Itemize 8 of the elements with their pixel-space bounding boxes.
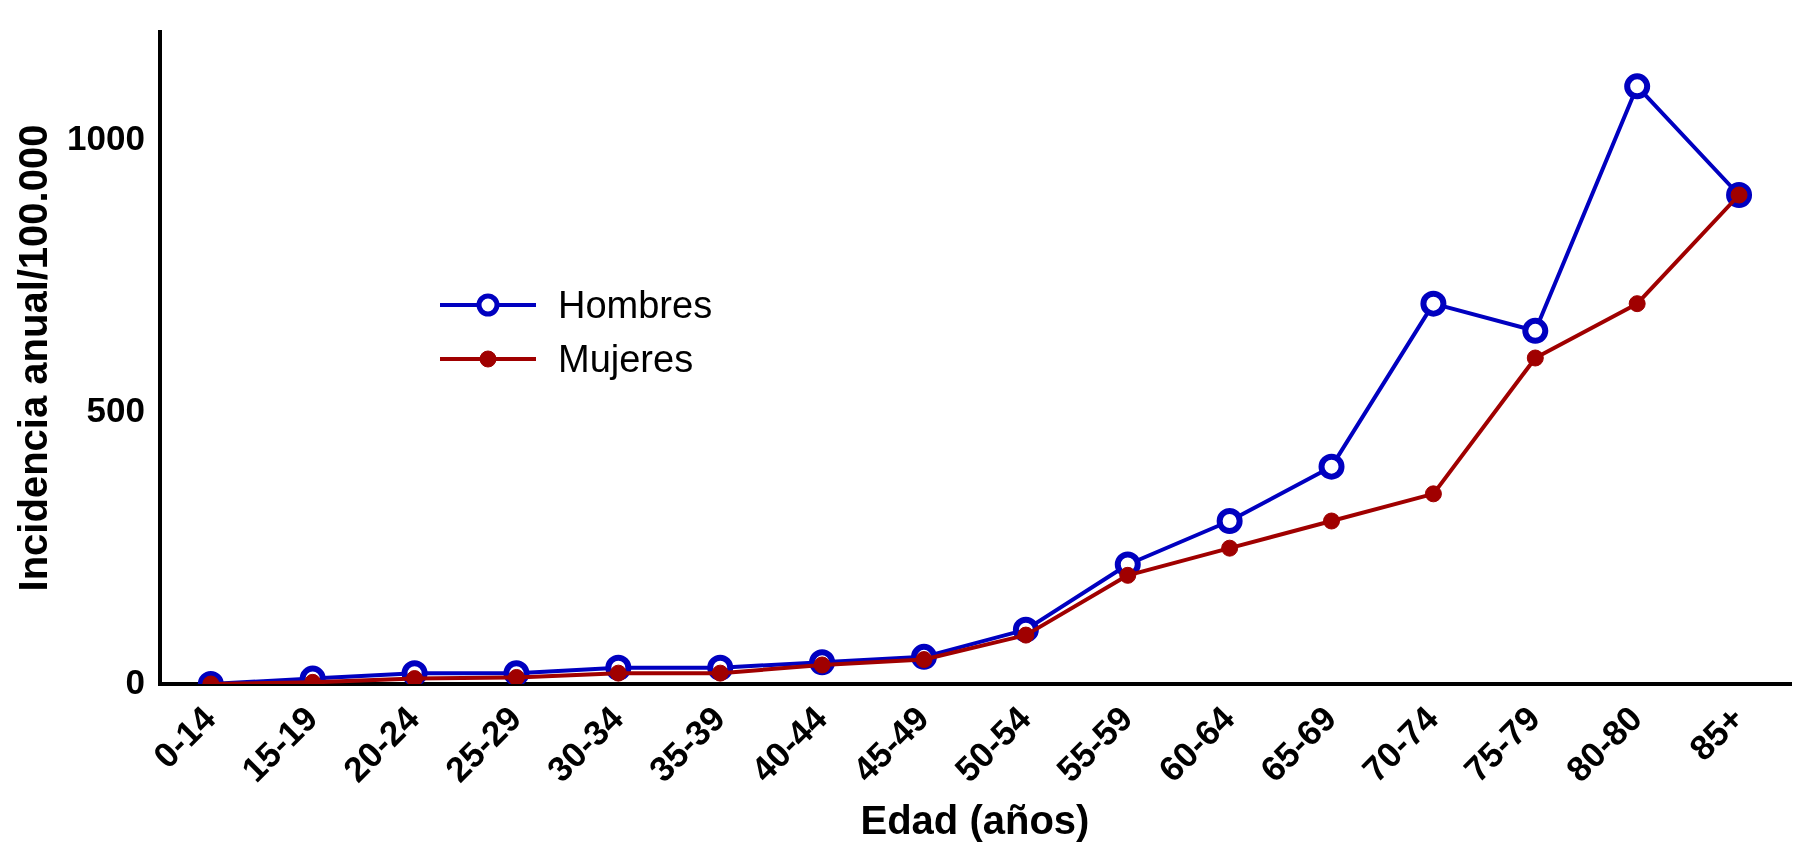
y-tick-label: 500	[86, 389, 145, 429]
y-tick-label: 1000	[66, 118, 145, 158]
y-axis-title: Incidencia anual/100.000	[11, 124, 56, 592]
y-tick-label: 0	[125, 661, 145, 701]
x-axis-title: Edad (años)	[860, 798, 1090, 843]
legend-label: Hombres	[558, 283, 713, 327]
legend-label: Mujeres	[558, 337, 694, 381]
x-tick-label: 85+	[1681, 698, 1751, 768]
